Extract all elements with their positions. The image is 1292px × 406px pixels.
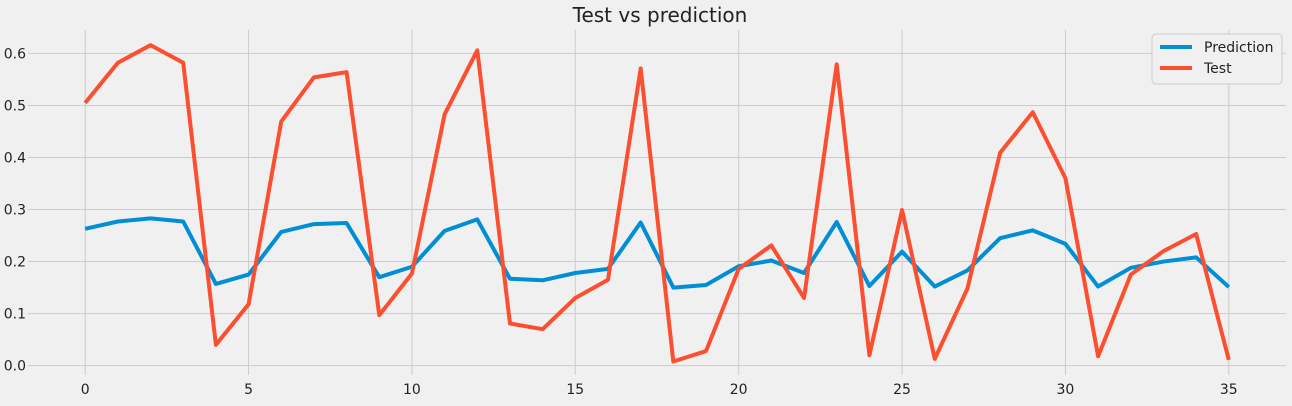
- x-tick-label: 0: [81, 382, 90, 398]
- x-tick-label: 10: [403, 382, 421, 398]
- chart-title: Test vs prediction: [572, 3, 748, 27]
- axis-layer: 0 5 10 15 20 25 30 35 0.0 0.1 0.2 0.3 0.4 0.5 0.6: [4, 46, 1238, 398]
- x-tick-label: 20: [730, 382, 748, 398]
- y-tick-label: 0.4: [4, 150, 26, 166]
- y-tick-label: 0.2: [4, 255, 26, 271]
- y-tick-label: 0.6: [4, 46, 26, 62]
- series-line-prediction: [84, 216, 1231, 290]
- legend-label-prediction: Prediction: [1204, 40, 1274, 56]
- legend-label-test: Test: [1203, 61, 1232, 77]
- x-tick-label: 35: [1220, 382, 1238, 398]
- y-tick-label: 0.5: [4, 98, 26, 114]
- x-tick-label: 25: [893, 382, 911, 398]
- legend: Prediction Test: [1151, 33, 1283, 85]
- x-tick-label: 30: [1057, 382, 1075, 398]
- x-tick-label: 5: [244, 382, 253, 398]
- x-tick-label: 15: [566, 382, 584, 398]
- series-layer: [83, 43, 1231, 364]
- y-tick-label: 0.1: [4, 307, 26, 323]
- y-tick-label: 0.3: [4, 203, 26, 219]
- series-line-test: [83, 43, 1231, 364]
- grid-layer: [28, 30, 1286, 375]
- y-tick-label: 0.0: [4, 359, 26, 375]
